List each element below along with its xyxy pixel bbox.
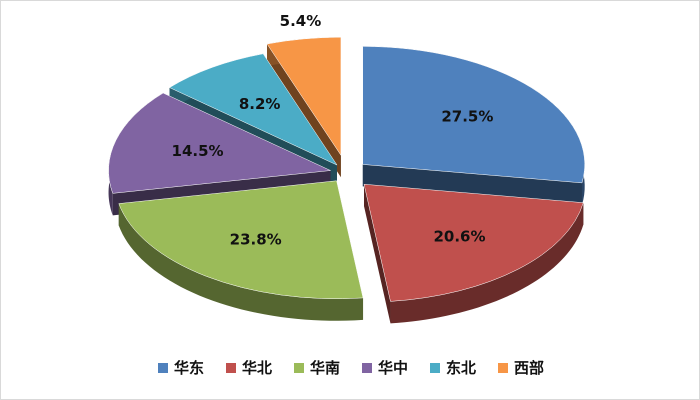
- legend-item: 华中: [362, 357, 408, 378]
- legend-swatch: [362, 362, 372, 373]
- legend-label: 华南: [309, 359, 340, 377]
- legend-item: 华东: [157, 357, 204, 378]
- legend-swatch: [225, 362, 236, 373]
- slice-outer-wall: [390, 202, 584, 324]
- pie-slice-西部: [266, 37, 342, 157]
- legend-label: 华东: [173, 359, 204, 377]
- legend-item: 华南: [293, 357, 340, 378]
- slice-outer-wall: [118, 203, 364, 321]
- data-label: 14.5%: [172, 142, 224, 160]
- data-label: 20.6%: [433, 227, 485, 245]
- legend-label: 东北: [446, 359, 477, 377]
- legend-swatch: [498, 362, 509, 373]
- pie-slice-华中: [108, 92, 332, 194]
- data-label: 23.8%: [230, 230, 282, 248]
- legend-item: 东北: [430, 357, 476, 378]
- legend-swatch: [293, 362, 304, 373]
- legend-label: 华中: [378, 359, 409, 377]
- legend-item: 西部: [498, 357, 544, 378]
- legend-swatch: [157, 362, 168, 373]
- legend-label: 西部: [514, 359, 545, 377]
- slice-side-face: [364, 184, 391, 324]
- data-label: 8.2%: [239, 95, 281, 113]
- pie-slice-华北: [363, 183, 584, 302]
- slice-side-face: [362, 164, 582, 205]
- pie-slice-华南: [118, 180, 364, 300]
- data-label: 27.5%: [441, 107, 493, 125]
- data-label: 5.4%: [280, 12, 322, 30]
- pie-slice-东北: [169, 53, 338, 166]
- legend-item: 华北: [225, 357, 272, 378]
- legend: 华东 华北 华南 华中 东北 西部: [1, 357, 699, 378]
- legend-swatch: [430, 362, 441, 373]
- pie-slice-华东: [362, 46, 585, 184]
- legend-label: 华北: [241, 359, 272, 377]
